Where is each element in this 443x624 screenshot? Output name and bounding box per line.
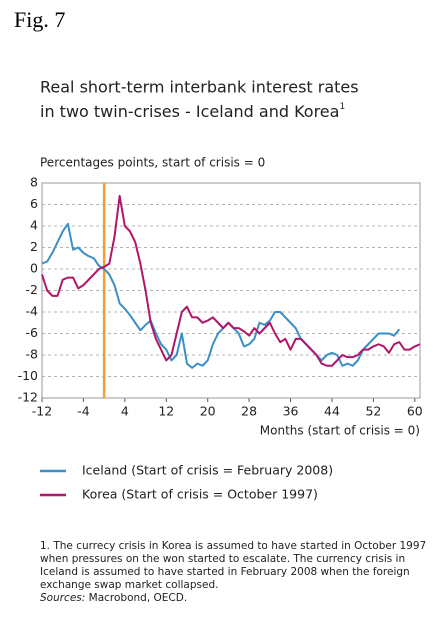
y-tick-label: 6 xyxy=(30,196,38,211)
x-tick-label: 20 xyxy=(200,404,216,419)
sources: Sources: Macrobond, OECD. xyxy=(40,592,440,605)
x-tick-label: 52 xyxy=(365,404,381,419)
y-tick-label: 2 xyxy=(30,239,38,254)
legend-label: Iceland (Start of crisis = February 2008… xyxy=(82,463,333,478)
y-tick-label: -10 xyxy=(18,368,38,383)
y-tick-label: 8 xyxy=(30,175,38,190)
x-axis-label: Months (start of crisis = 0) xyxy=(260,424,420,438)
y-tick-label: 4 xyxy=(30,218,38,233)
x-tick-label: 12 xyxy=(158,404,174,419)
y-tick-label: 0 xyxy=(30,261,38,276)
chart-title: Real short-term interbank interest rates xyxy=(40,78,359,97)
legend-label: Korea (Start of crisis = October 1997) xyxy=(82,487,318,502)
sources-text: Macrobond, OECD. xyxy=(88,592,188,604)
data-line xyxy=(41,222,401,369)
y-tick-label: -12 xyxy=(18,390,38,405)
x-tick-label: -4 xyxy=(77,404,90,419)
y-tick-label: -4 xyxy=(26,304,39,319)
y-tick-label: -2 xyxy=(26,282,38,297)
y-tick-label: -6 xyxy=(26,325,39,340)
y-tick-label: -8 xyxy=(26,347,39,362)
chart-title: in two twin-crises - Iceland and Korea xyxy=(40,102,339,121)
chart-title: in two twin-crises - Iceland and Korea1 xyxy=(40,102,345,121)
note-ref: 1 xyxy=(339,102,345,112)
figure-label: Fig. 7 xyxy=(14,7,65,32)
plot-frame xyxy=(41,182,421,399)
x-tick-label: 60 xyxy=(407,404,423,419)
note-text: 1. The currecy crisis in Korea is assume… xyxy=(40,540,427,591)
footnote: 1. The currecy crisis in Korea is assume… xyxy=(40,540,440,605)
y-axis-label: Percentages points, start of crisis = 0 xyxy=(40,156,265,170)
x-tick-label: 44 xyxy=(324,404,340,419)
x-tick-label: 28 xyxy=(241,404,257,419)
x-tick-label: -12 xyxy=(32,404,52,419)
data-line xyxy=(41,194,421,367)
x-tick-label: 36 xyxy=(283,404,299,419)
sources-label: Sources: xyxy=(40,592,86,604)
x-tick-label: 4 xyxy=(121,404,129,419)
